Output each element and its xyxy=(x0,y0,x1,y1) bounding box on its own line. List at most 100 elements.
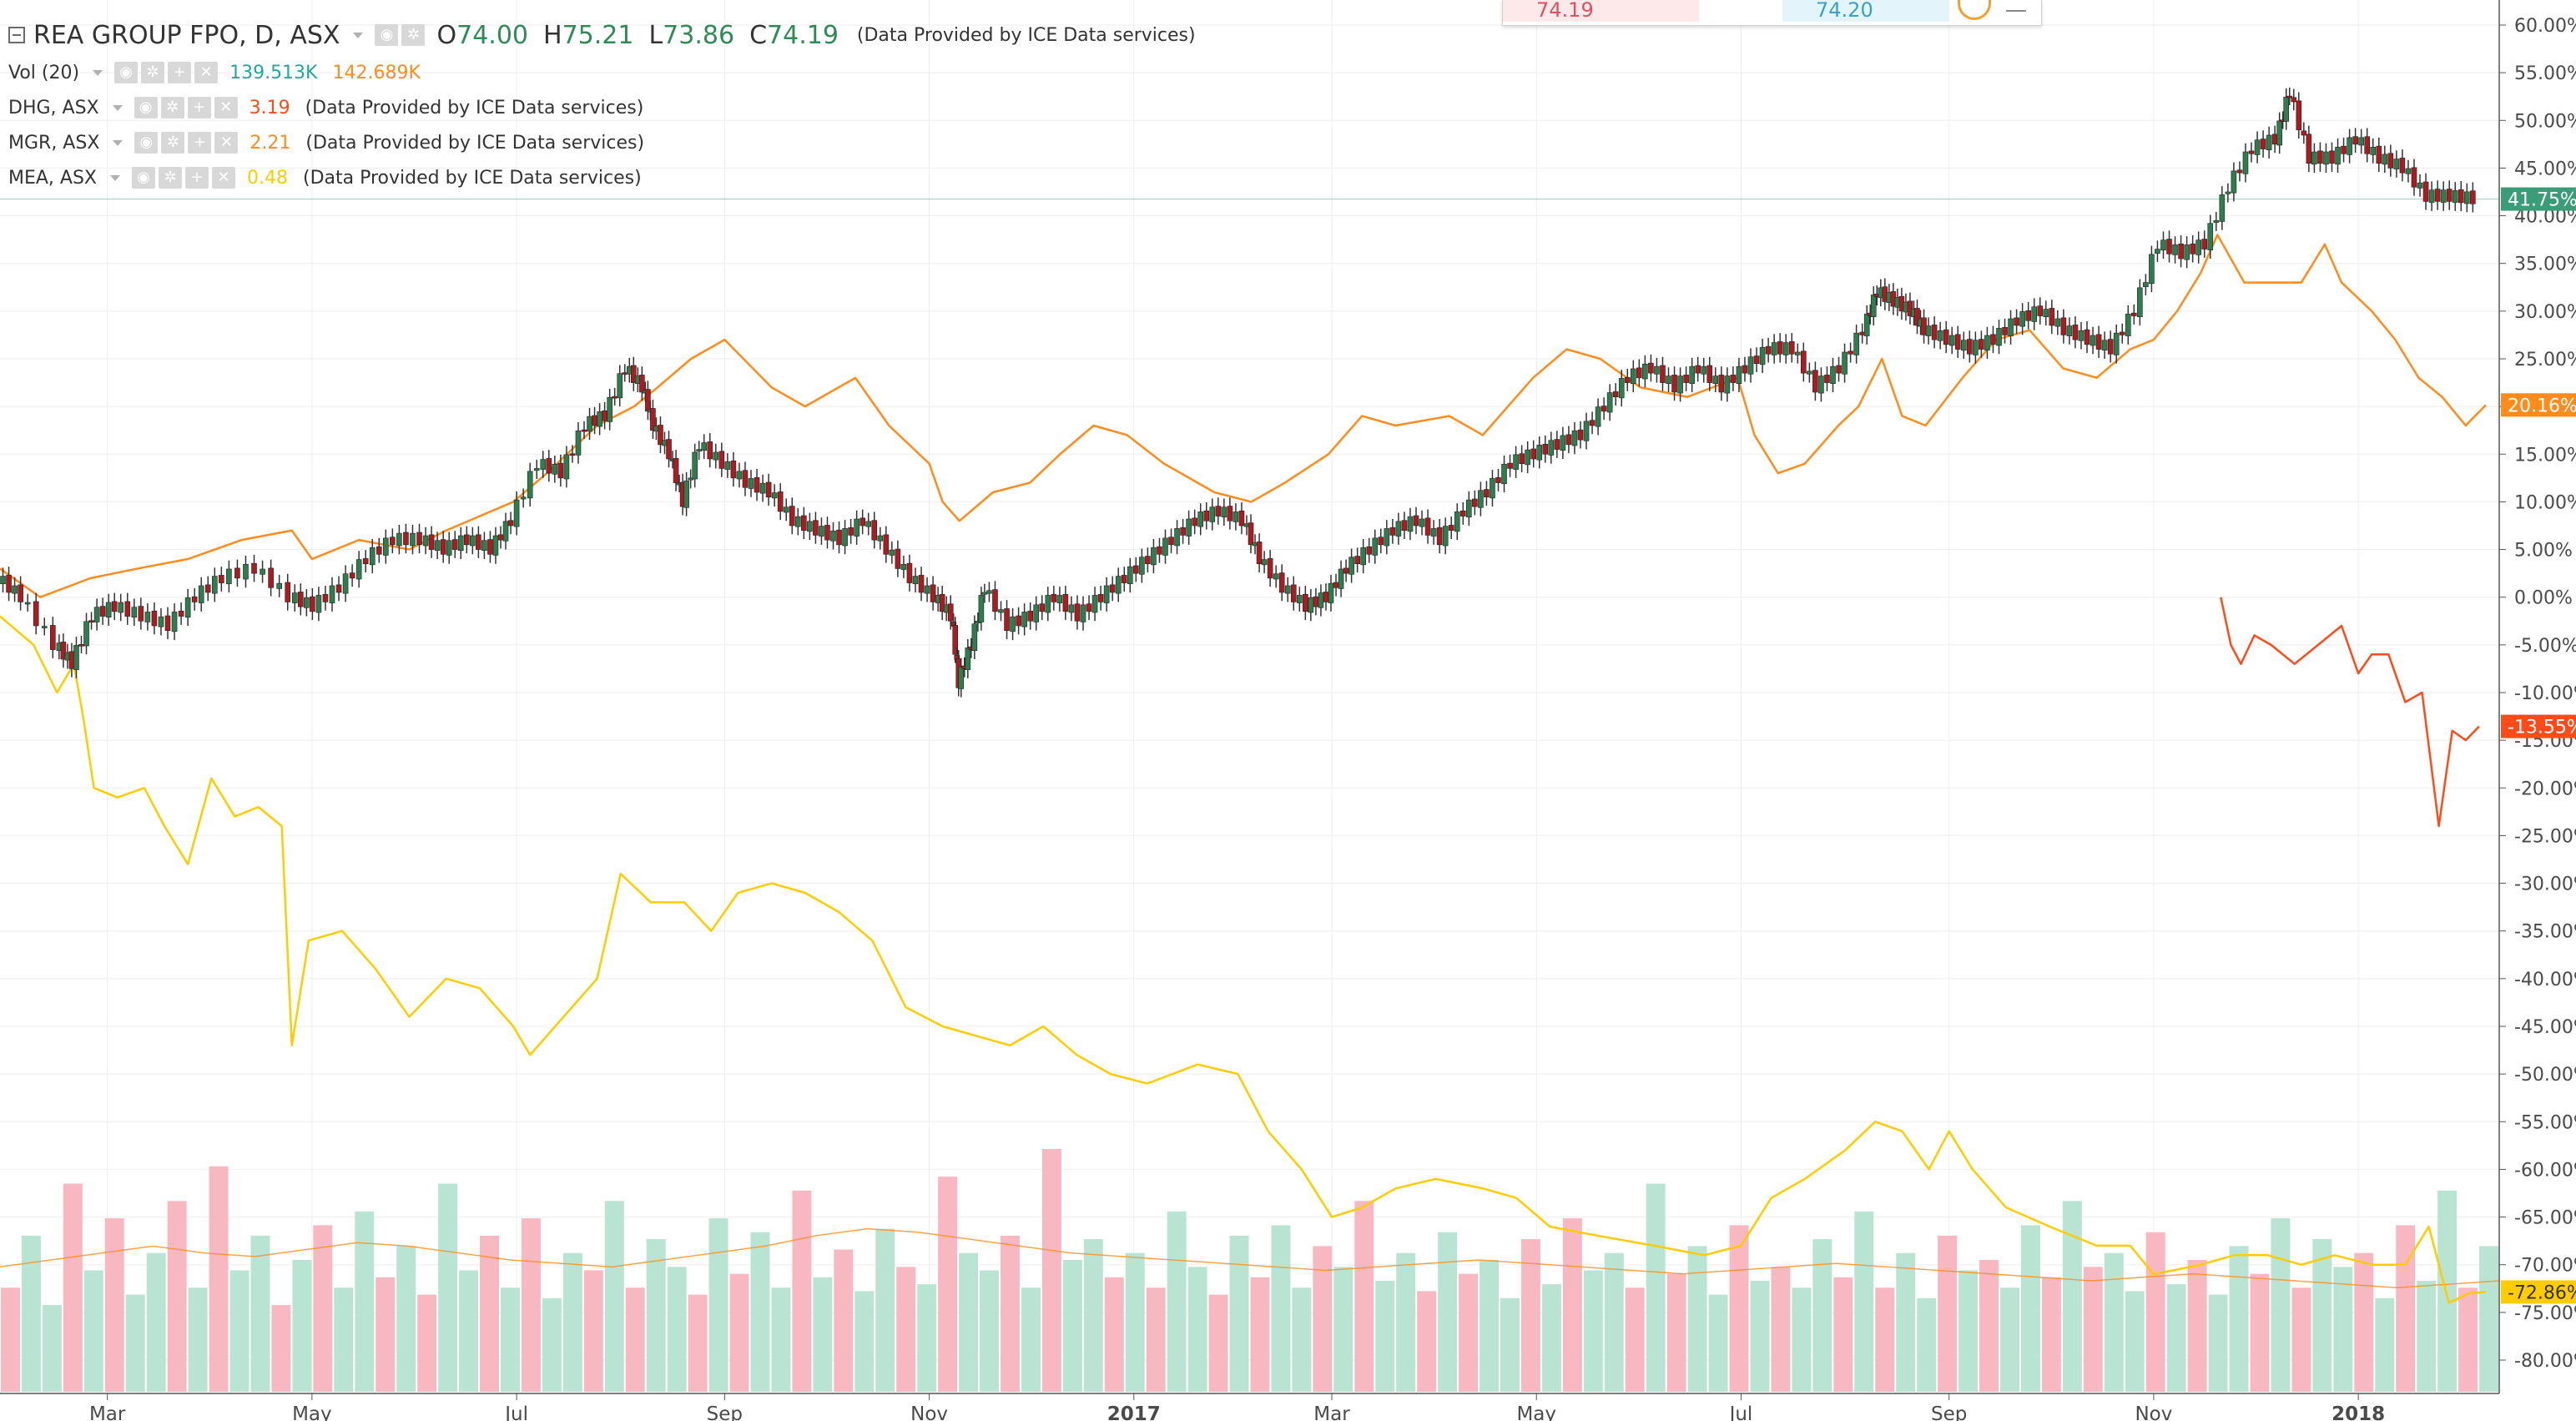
candle-body xyxy=(1115,576,1122,594)
candle-body xyxy=(285,582,291,602)
candle-body xyxy=(602,410,607,421)
candle-body xyxy=(362,558,369,565)
gear-icon[interactable]: ✲ xyxy=(141,62,165,83)
candle-body xyxy=(2440,189,2447,203)
volume-bar xyxy=(1146,1287,1166,1392)
compare-title[interactable]: MGR, ASX xyxy=(8,132,100,154)
candle-body xyxy=(1565,434,1572,446)
candle-body xyxy=(440,539,446,555)
candle-body xyxy=(1788,341,1795,355)
candle-body xyxy=(1948,335,1955,346)
volume-bar xyxy=(1896,1252,1916,1392)
candle-body xyxy=(1010,616,1016,632)
candle-body xyxy=(1284,585,1291,594)
plus-icon[interactable]: + xyxy=(188,132,212,154)
chevron-down-icon[interactable] xyxy=(110,174,121,181)
order-icon[interactable] xyxy=(1958,0,1991,20)
collapse-legend-icon[interactable] xyxy=(8,27,25,43)
spread-value xyxy=(1699,0,1782,22)
volume-bar xyxy=(2000,1287,2019,1392)
compare-title[interactable]: DHG, ASX xyxy=(8,97,99,118)
close-icon[interactable]: ✕ xyxy=(194,62,219,83)
candle-body xyxy=(1666,375,1671,385)
candle-body xyxy=(1413,515,1419,527)
chevron-down-icon[interactable] xyxy=(113,139,124,146)
candle-body xyxy=(1027,610,1033,622)
y-tick-label: -45.00% xyxy=(2514,1017,2576,1038)
candle-body xyxy=(1068,604,1075,613)
sell-price-button[interactable]: 74.19 xyxy=(1503,0,1699,22)
candle-body xyxy=(2190,243,2195,254)
eye-icon[interactable]: ◉ xyxy=(134,97,158,118)
close-icon[interactable]: ✕ xyxy=(214,132,239,154)
gear-icon[interactable]: ✲ xyxy=(161,132,185,154)
y-tick-label: 55.00% xyxy=(2514,63,2576,84)
volume-bar xyxy=(542,1298,562,1392)
volume-bar xyxy=(2479,1246,2498,1392)
candle-body xyxy=(1914,308,1920,326)
candle-body xyxy=(2376,145,2382,164)
candle-body xyxy=(819,526,824,537)
candle-body xyxy=(50,625,56,650)
candle-body xyxy=(446,540,452,556)
candle-body xyxy=(552,463,558,475)
candle-body xyxy=(2446,189,2452,202)
plus-icon[interactable]: + xyxy=(187,97,211,118)
volume-bar xyxy=(1,1287,20,1392)
volume-bar xyxy=(1459,1273,1479,1392)
candle-body xyxy=(789,506,795,527)
volume-bar xyxy=(625,1287,645,1392)
y-tick-label: 25.00% xyxy=(2514,350,2576,370)
buy-price-button[interactable]: 74.20 xyxy=(1782,0,1949,22)
candle-body xyxy=(1943,329,1949,345)
volume-bar xyxy=(1480,1259,1499,1392)
candle-body xyxy=(1021,612,1027,627)
candle-body xyxy=(1162,537,1168,556)
eye-icon[interactable]: ◉ xyxy=(132,167,156,189)
plus-icon[interactable]: + xyxy=(168,62,192,83)
candle-body xyxy=(1436,527,1443,546)
candle-body xyxy=(2037,305,2044,316)
candle-body xyxy=(1560,435,1566,451)
gear-icon[interactable]: ✲ xyxy=(401,24,426,46)
candle-body xyxy=(99,606,106,617)
candle-body xyxy=(1771,342,1777,355)
eye-icon[interactable]: ◉ xyxy=(114,62,139,83)
plus-icon[interactable]: + xyxy=(185,167,209,189)
gear-icon[interactable]: ✲ xyxy=(159,167,183,189)
candle-body xyxy=(631,365,637,383)
volume-title[interactable]: Vol (20) xyxy=(8,62,80,83)
volume-bar xyxy=(792,1190,812,1392)
legend-controls: ◉ ✲ + ✕ xyxy=(134,132,239,154)
gear-icon[interactable]: ✲ xyxy=(160,97,184,118)
candlestick-series[interactable] xyxy=(0,87,2476,698)
y-tick-label: -75.00% xyxy=(2514,1303,2576,1324)
candle-body xyxy=(930,584,936,602)
chevron-down-icon[interactable] xyxy=(353,32,364,38)
eye-icon[interactable]: ◉ xyxy=(375,24,399,46)
y-tick-label: -50.00% xyxy=(2514,1065,2576,1086)
candle-body xyxy=(2178,243,2184,260)
chevron-down-icon[interactable] xyxy=(112,104,123,111)
eye-icon[interactable]: ◉ xyxy=(134,132,159,154)
y-tick-label: 0.00% xyxy=(2514,588,2573,609)
candle-body xyxy=(1812,370,1818,393)
candle-body xyxy=(243,563,249,580)
main-symbol-title[interactable]: REA GROUP FPO, D, ASX xyxy=(33,20,340,50)
volume-bar xyxy=(2229,1246,2249,1392)
minimize-icon[interactable] xyxy=(2006,10,2026,12)
candle-body xyxy=(771,492,778,499)
candle-body xyxy=(683,480,689,508)
candle-body xyxy=(1660,365,1666,383)
candle-body xyxy=(2014,317,2019,326)
compare-title[interactable]: MEA, ASX xyxy=(8,167,98,189)
candle-body xyxy=(1548,440,1555,456)
candle-body xyxy=(487,539,493,555)
candle-body xyxy=(268,567,274,588)
candle-body xyxy=(410,532,416,547)
close-icon[interactable]: ✕ xyxy=(212,167,236,189)
close-icon[interactable]: ✕ xyxy=(214,97,238,118)
chevron-down-icon[interactable] xyxy=(93,69,103,76)
y-tick-label: 5.00% xyxy=(2514,541,2573,562)
